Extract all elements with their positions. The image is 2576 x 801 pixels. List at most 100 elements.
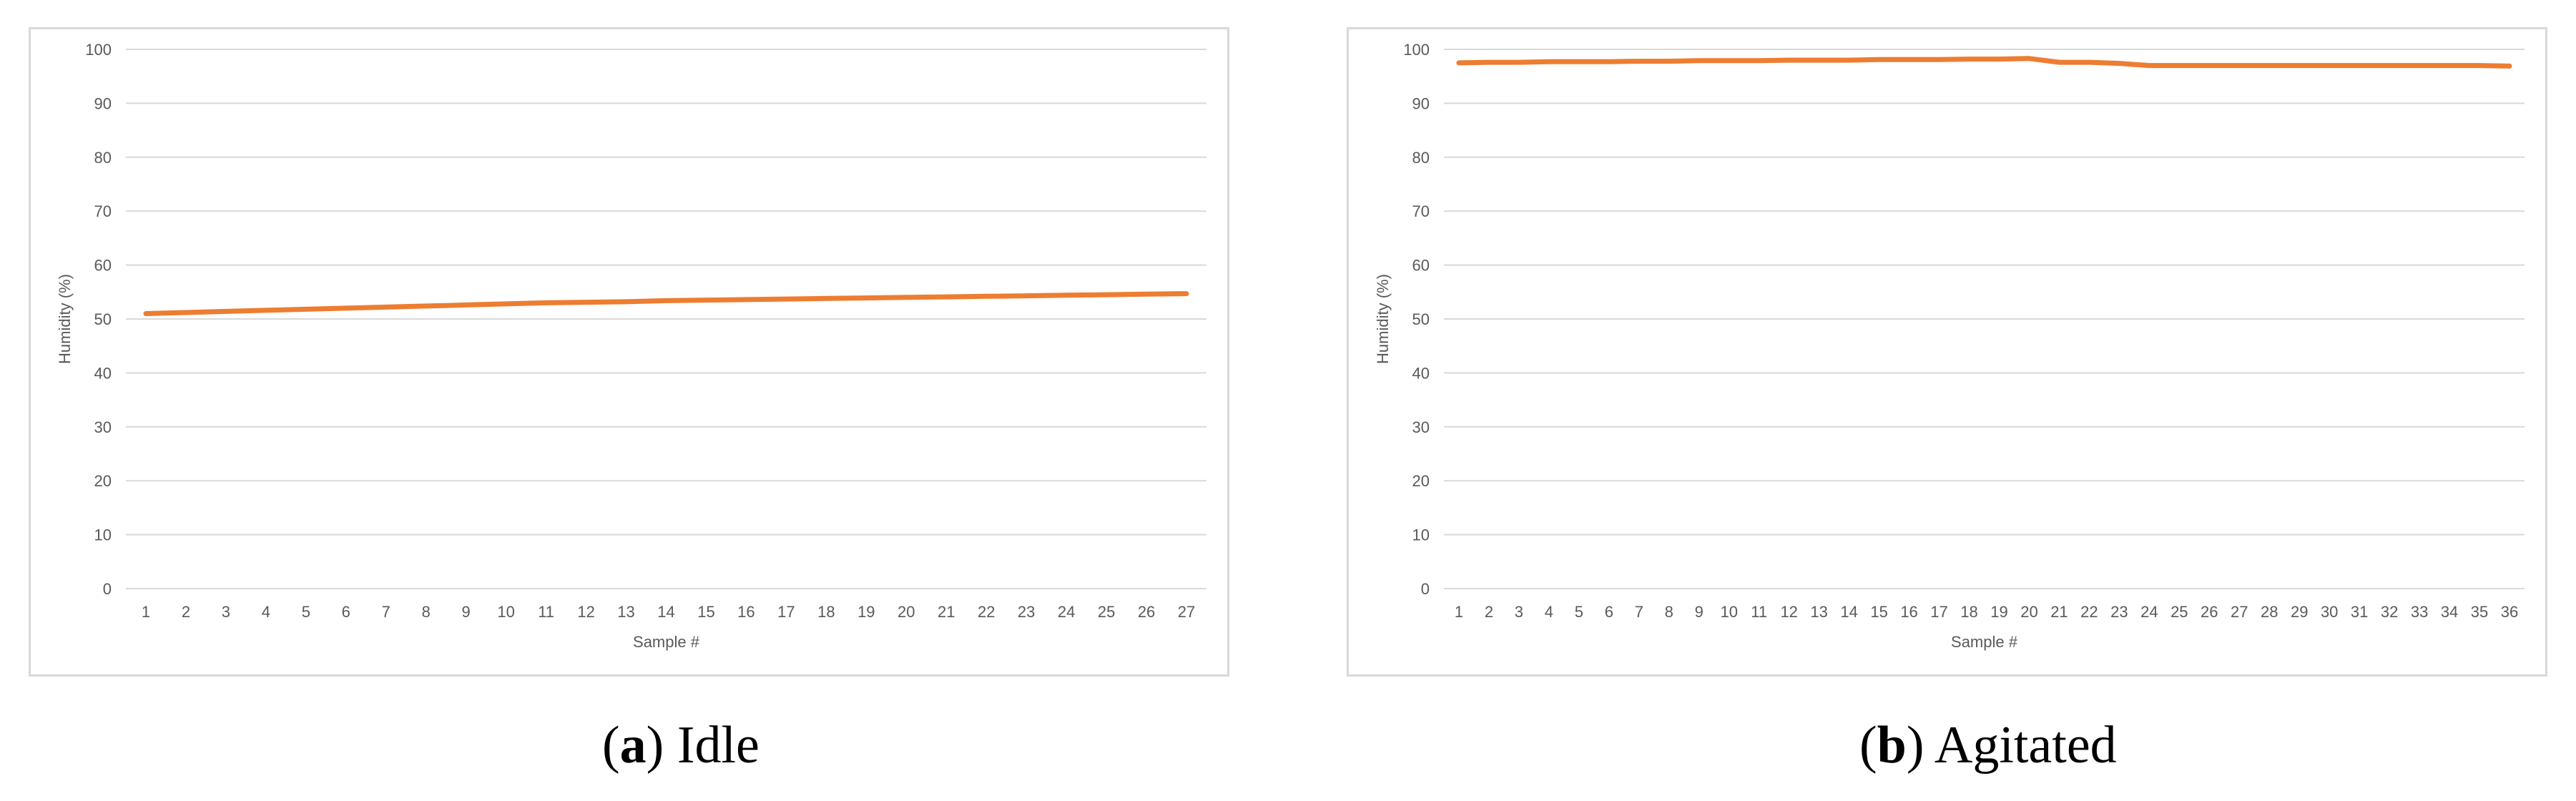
series-line (1456, 56, 2512, 69)
x-tick-label: 9 (462, 603, 471, 621)
x-tick-label: 25 (2171, 603, 2188, 621)
x-tick-label: 8 (1665, 603, 1673, 621)
x-tick-label: 21 (938, 603, 955, 621)
x-tick-label: 16 (1900, 603, 1917, 621)
x-tick-label: 3 (1515, 603, 1523, 621)
x-tick-label: 23 (2110, 603, 2128, 621)
x-tick-label: 13 (1810, 603, 1827, 621)
x-tick-label: 1 (142, 603, 150, 621)
x-tick-label: 22 (978, 603, 995, 621)
x-tick-label: 31 (2351, 603, 2368, 621)
y-tick-label: 40 (94, 364, 112, 382)
x-tick-label: 32 (2381, 603, 2398, 621)
y-tick-label: 60 (94, 257, 112, 275)
x-axis-title: Sample # (1951, 633, 2018, 651)
caption-letter: b (1877, 716, 1907, 775)
y-tick-label: 50 (1412, 310, 1430, 328)
x-tick-label: 25 (1098, 603, 1115, 621)
x-tick-label: 18 (1960, 603, 1977, 621)
x-tick-label: 33 (2411, 603, 2428, 621)
x-axis-title: Sample # (633, 633, 700, 651)
y-tick-label: 0 (103, 580, 112, 598)
x-tick-label: 1 (1455, 603, 1463, 621)
x-tick-label: 34 (2441, 603, 2458, 621)
x-tick-label: 19 (857, 603, 875, 621)
x-tick-label: 12 (577, 603, 594, 621)
x-tick-label: 36 (2501, 603, 2518, 621)
y-tick-label: 80 (94, 149, 112, 167)
y-tick-label: 60 (1412, 257, 1430, 275)
x-tick-label: 15 (697, 603, 714, 621)
x-tick-label: 17 (777, 603, 795, 621)
x-tick-label: 15 (1870, 603, 1887, 621)
x-tick-label: 26 (1138, 603, 1155, 621)
y-tick-label: 90 (1412, 94, 1430, 112)
x-tick-label: 7 (1635, 603, 1643, 621)
x-tick-label: 9 (1695, 603, 1704, 621)
y-axis-title: Humidity (%) (1374, 274, 1392, 364)
y-tick-label: 80 (1412, 149, 1430, 167)
x-tick-label: 18 (817, 603, 835, 621)
x-tick-label: 20 (898, 603, 915, 621)
x-tick-label: 20 (2020, 603, 2037, 621)
x-tick-label: 3 (222, 603, 230, 621)
caption-agitated: (b) Agitated (1859, 716, 2117, 775)
chart-panel-agitated: 0 10 20 30 40 50 60 70 80 90 100 1 2 3 4 5 6 7 8 9 10 11 12 13 1… (1347, 27, 2547, 677)
y-tick-label: 0 (1421, 580, 1430, 598)
x-tick-label: 27 (2231, 603, 2248, 621)
y-tick-label: 30 (1412, 418, 1430, 436)
x-tick-label: 22 (2080, 603, 2098, 621)
x-tick-label: 23 (1018, 603, 1035, 621)
caption-text: Agitated (1934, 716, 2117, 775)
y-tick-label: 70 (94, 202, 112, 220)
y-tick-label: 20 (1412, 472, 1430, 490)
y-tick-label: 100 (1403, 41, 1430, 59)
x-tick-label: 11 (538, 603, 554, 621)
x-tick-label: 21 (2050, 603, 2068, 621)
x-tick-label: 24 (1058, 603, 1075, 621)
y-tick-label: 10 (94, 526, 112, 544)
x-tick-label: 2 (182, 603, 190, 621)
x-tick-label: 10 (1720, 603, 1737, 621)
x-tick-label: 6 (1605, 603, 1613, 621)
x-tick-label: 5 (302, 603, 310, 621)
x-tick-label: 27 (1178, 603, 1195, 621)
x-tick-label: 26 (2201, 603, 2218, 621)
x-tick-label: 10 (497, 603, 514, 621)
caption-text: Idle (677, 716, 759, 775)
y-tick-label: 100 (85, 41, 112, 59)
x-tick-label: 11 (1751, 603, 1767, 621)
x-tick-label: 7 (382, 603, 390, 621)
x-tick-label: 29 (2291, 603, 2308, 621)
series-line (143, 291, 1189, 316)
y-tick-label: 20 (94, 472, 112, 490)
x-tick-label: 13 (617, 603, 634, 621)
y-tick-label: 10 (1412, 526, 1430, 544)
y-tick-label: 40 (1412, 364, 1430, 382)
x-tick-label: 12 (1780, 603, 1797, 621)
caption-idle: (a) Idle (602, 716, 759, 775)
y-tick-label: 30 (94, 418, 112, 436)
chart-frame (1347, 27, 2547, 677)
y-axis-title: Humidity (%) (56, 274, 74, 364)
chart-frame (29, 27, 1229, 677)
x-tick-label: 14 (657, 603, 674, 621)
caption-letter: a (619, 716, 647, 775)
y-tick-label: 70 (1412, 202, 1430, 220)
x-tick-label: 28 (2261, 603, 2278, 621)
y-tick-label: 50 (94, 310, 112, 328)
x-tick-label: 24 (2140, 603, 2158, 621)
x-tick-label: 2 (1485, 603, 1493, 621)
x-tick-label: 19 (1990, 603, 2007, 621)
x-tick-label: 4 (1545, 603, 1553, 621)
x-tick-label: 6 (342, 603, 350, 621)
x-tick-label: 17 (1930, 603, 1947, 621)
x-tick-label: 16 (737, 603, 754, 621)
y-tick-label: 90 (94, 94, 112, 112)
x-tick-label: 14 (1840, 603, 1857, 621)
x-tick-label: 30 (2321, 603, 2338, 621)
chart-panel-idle: 0 10 20 30 40 50 60 70 80 90 100 1 2 3 4 5 6 7 8 9 10 11 12 13 1… (29, 27, 1229, 677)
x-tick-label: 5 (1575, 603, 1583, 621)
